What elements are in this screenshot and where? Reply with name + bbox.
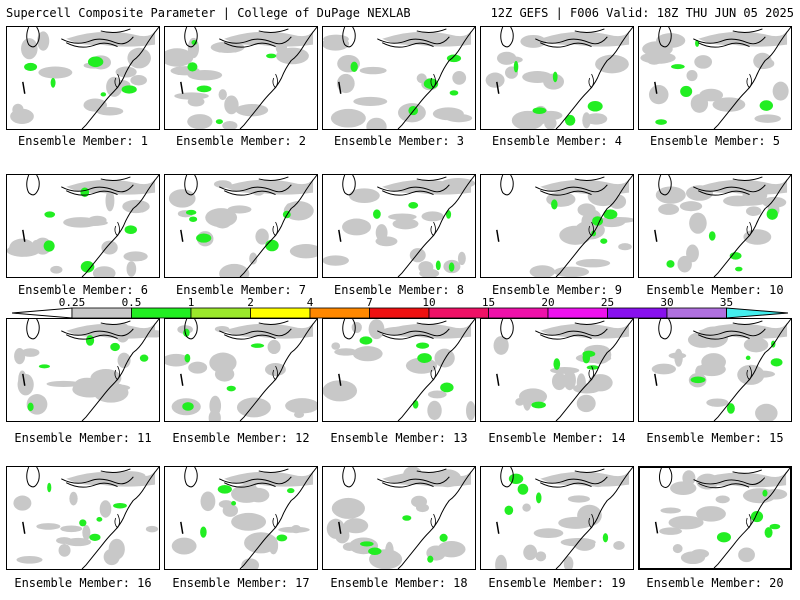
ensemble-member-map[interactable] — [164, 466, 318, 570]
ensemble-member-label: Ensemble Member: 20 — [646, 576, 784, 590]
colorbar-segment — [131, 307, 192, 319]
colorbar-tick-label: 0.5 — [121, 296, 142, 309]
ensemble-member-map[interactable] — [322, 466, 476, 570]
ensemble-member-label: Ensemble Member: 10 — [646, 283, 784, 297]
valid-time: 12Z GEFS | F006 Valid: 18Z THU JUN 05 20… — [490, 6, 794, 20]
colorbar-segment — [488, 307, 549, 319]
colorbar-tick-label: 7 — [366, 296, 373, 309]
colorbar — [12, 298, 788, 322]
colorbar-segment — [369, 307, 430, 319]
colorbar-segment — [726, 307, 788, 319]
ensemble-member-label: Ensemble Member: 2 — [175, 134, 307, 148]
ensemble-member-label: Ensemble Member: 16 — [14, 576, 152, 590]
ensemble-member-label: Ensemble Member: 8 — [333, 283, 465, 297]
ensemble-member-label: Ensemble Member: 17 — [172, 576, 310, 590]
ensemble-member-map[interactable] — [322, 26, 476, 130]
ensemble-member-label: Ensemble Member: 1 — [17, 134, 149, 148]
colorbar-segment — [547, 307, 608, 319]
ensemble-member-label: Ensemble Member: 4 — [491, 134, 623, 148]
colorbar-segment — [607, 307, 668, 319]
ensemble-member-label: Ensemble Member: 9 — [491, 283, 623, 297]
ensemble-member-map[interactable] — [164, 318, 318, 422]
colorbar-segment — [428, 307, 489, 319]
colorbar-tick-label: 35 — [719, 296, 734, 309]
ensemble-member-map[interactable] — [480, 26, 634, 130]
colorbar-tick-label: 20 — [541, 296, 555, 309]
ensemble-member-label: Ensemble Member: 19 — [488, 576, 626, 590]
ensemble-member-map[interactable] — [164, 174, 318, 278]
colorbar-tick-label: 1 — [187, 296, 195, 309]
ensemble-member-label: Ensemble Member: 18 — [330, 576, 468, 590]
colorbar-tick-label: 15 — [481, 296, 496, 309]
colorbar-tick-label: 2 — [247, 296, 254, 309]
ensemble-member-map[interactable] — [480, 466, 634, 570]
colorbar-tick-label: 25 — [600, 296, 615, 309]
ensemble-member-map[interactable] — [480, 318, 634, 422]
ensemble-member-label: Ensemble Member: 11 — [14, 431, 152, 445]
ensemble-member-label: Ensemble Member: 5 — [649, 134, 781, 148]
colorbar-start-arrow — [12, 307, 73, 319]
ensemble-member-map[interactable] — [638, 26, 792, 130]
ensemble-member-label: Ensemble Member: 15 — [646, 431, 784, 445]
ensemble-member-map[interactable] — [322, 174, 476, 278]
colorbar-tick-label: 10 — [422, 296, 436, 309]
colorbar-segment — [309, 307, 370, 319]
ensemble-member-map[interactable] — [6, 466, 160, 570]
colorbar-segment — [190, 307, 251, 319]
colorbar-tick-label: 30 — [660, 296, 674, 309]
ensemble-member-label: Ensemble Member: 13 — [330, 431, 468, 445]
colorbar-segment — [71, 307, 132, 319]
ensemble-member-map[interactable] — [164, 26, 318, 130]
ensemble-member-map[interactable] — [322, 318, 476, 422]
ensemble-member-map[interactable] — [6, 174, 160, 278]
ensemble-member-map[interactable] — [6, 318, 160, 422]
colorbar-segment — [250, 307, 311, 319]
colorbar-tick-label: 0.25 — [58, 296, 86, 309]
ensemble-member-map[interactable] — [480, 174, 634, 278]
ensemble-member-map[interactable] — [638, 318, 792, 422]
ensemble-member-label: Ensemble Member: 6 — [17, 283, 149, 297]
ensemble-member-label: Ensemble Member: 3 — [333, 134, 465, 148]
ensemble-member-map[interactable] — [638, 466, 792, 570]
ensemble-member-map[interactable] — [638, 174, 792, 278]
colorbar-tick-label: 4 — [306, 296, 314, 309]
ensemble-member-map[interactable] — [6, 26, 160, 130]
colorbar-segment — [666, 307, 727, 319]
ensemble-member-label: Ensemble Member: 12 — [172, 431, 310, 445]
ensemble-member-label: Ensemble Member: 7 — [175, 283, 307, 297]
page-title: Supercell Composite Parameter | College … — [6, 6, 411, 20]
ensemble-member-label: Ensemble Member: 14 — [488, 431, 626, 445]
